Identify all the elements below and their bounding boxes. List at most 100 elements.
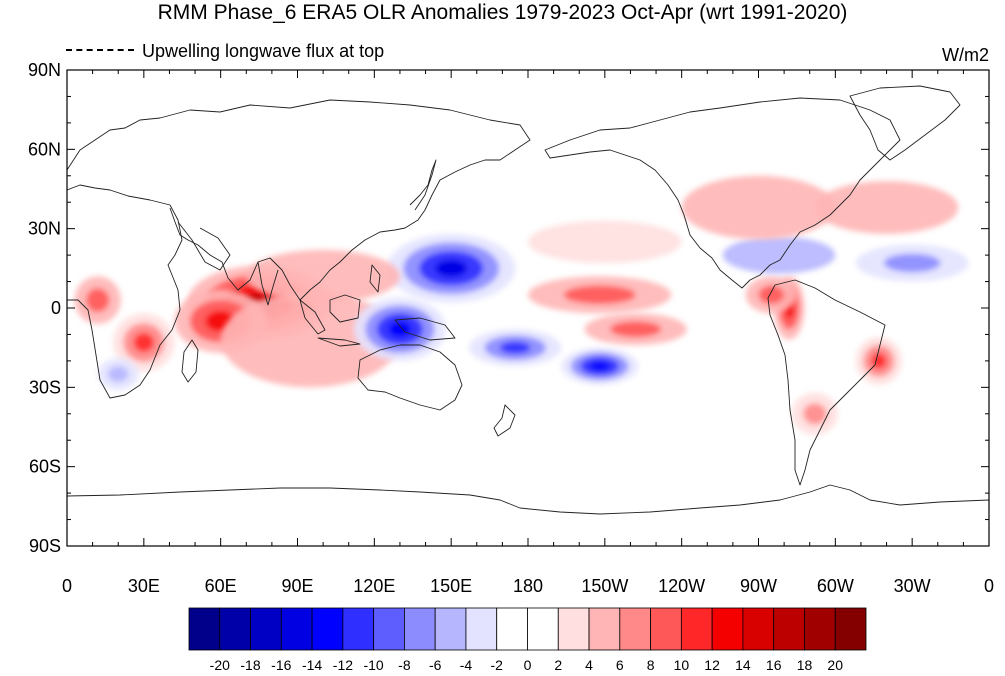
anomaly-region (113, 313, 175, 372)
colorbar-swatch (588, 607, 621, 651)
coastline-south-america (767, 279, 886, 486)
lon-label: 180 (513, 576, 543, 596)
colorbar-label: -8 (398, 657, 411, 673)
coastline-philippines (369, 264, 381, 293)
colorbar-label: 10 (674, 657, 690, 673)
colorbar-label: 12 (704, 657, 720, 673)
colorbar-swatch (188, 607, 221, 651)
coastline-borneo (329, 294, 361, 323)
anomaly-region (584, 313, 687, 346)
colorbar-swatch (742, 607, 775, 651)
colorbar-label: 0 (524, 657, 532, 673)
coastline-eurasia (67, 99, 531, 301)
colorbar-swatch (650, 607, 682, 651)
colorbar-swatch (311, 607, 344, 651)
lat-label: 30S (29, 377, 61, 397)
coastline-india (257, 261, 279, 306)
lat-label: 30N (28, 219, 61, 239)
anomaly-region (855, 244, 969, 282)
colorbar-swatch (250, 607, 282, 651)
lon-label: 120E (353, 576, 395, 596)
anomaly-region (97, 358, 139, 390)
lon-label: 120W (658, 576, 705, 596)
colorbar-swatch (342, 607, 375, 651)
lon-label: 60W (817, 576, 854, 596)
colorbar-label: -14 (302, 657, 322, 673)
coastline-africa (67, 184, 183, 399)
colorbar-swatch (434, 607, 467, 651)
lon-label: 0 (62, 576, 72, 596)
lat-label: 60S (29, 457, 61, 477)
lon-label: 0 (984, 576, 994, 596)
colorbar-label: -4 (460, 657, 473, 673)
anomaly-region (528, 220, 682, 264)
colorbar-swatch (527, 607, 559, 651)
coastline-java (317, 337, 361, 347)
colorbar-swatch (404, 607, 436, 651)
lat-label: 90N (28, 60, 61, 80)
colorbar-label: 4 (585, 657, 593, 673)
plot-title: RMM Phase_6 ERA5 OLR Anomalies 1979-2023… (157, 1, 848, 24)
coastline-madagascar (181, 339, 199, 383)
lon-label: 30E (128, 576, 160, 596)
colorbar-swatch (711, 607, 744, 651)
lon-label: 90W (740, 576, 777, 596)
colorbar-label: -20 (210, 657, 230, 673)
colorbar-swatch (496, 607, 528, 651)
lon-label: 30W (894, 576, 931, 596)
colorbar-swatch (680, 607, 713, 651)
coastline-greenland (849, 85, 961, 161)
lat-label: 60N (28, 139, 61, 159)
coastline-arabia (177, 221, 231, 271)
lon-label: 150E (430, 576, 472, 596)
colorbar-swatch (804, 607, 836, 651)
colorbar-swatch (373, 607, 405, 651)
coastlines (67, 85, 989, 515)
colorbar-label: 2 (554, 657, 562, 673)
colorbar-label: -18 (240, 657, 260, 673)
plot-subtitle: Upwelling longwave flux at top (142, 41, 385, 61)
colorbar-swatch (465, 607, 498, 651)
anomaly-region (387, 233, 516, 303)
anomaly-region (528, 276, 672, 314)
anomaly-region (220, 292, 400, 388)
anomaly-region (722, 236, 836, 274)
coastline-sumatra (299, 299, 326, 335)
coastline-newguinea (394, 317, 456, 341)
colorbar-label: -12 (333, 657, 353, 673)
lat-label: 0 (51, 298, 61, 318)
anomaly-region (745, 276, 797, 314)
colorbar-label: 18 (797, 657, 813, 673)
anomaly-region (561, 347, 639, 385)
colorbar-swatch (834, 607, 867, 651)
anomaly-region (469, 329, 562, 367)
lat-label: 90S (29, 536, 61, 556)
colorbar-label: -6 (429, 657, 442, 673)
anomaly-region (74, 276, 121, 324)
colorbar: -20 -18 -16 -14 -12 -10 -8 -6 -4 -2 0 2 4 6 8 10 12 14 16 1… (188, 607, 867, 673)
coastline-japan (409, 159, 437, 211)
anomaly-region (681, 175, 836, 240)
colorbar-swatch (219, 607, 251, 651)
dashed-legend-line (66, 49, 134, 51)
coastline-north-america (544, 97, 901, 289)
colorbar-label: 14 (735, 657, 751, 673)
colorbar-swatch (773, 607, 805, 651)
anomaly-region (814, 181, 959, 234)
colorbar-swatch (619, 607, 651, 651)
lon-label: 150W (581, 576, 628, 596)
coastline-australia (357, 344, 463, 411)
colorbar-label: 8 (647, 657, 655, 673)
anomaly-region (791, 392, 838, 435)
colorbar-swatch (557, 607, 590, 651)
units-label: W/m2 (942, 45, 989, 65)
colorbar-label: 20 (827, 657, 843, 673)
lon-label: 90E (281, 576, 313, 596)
colorbar-label: 6 (616, 657, 624, 673)
anomaly-field (74, 175, 969, 435)
lon-label: 60E (205, 576, 237, 596)
colorbar-label: -10 (363, 657, 383, 673)
colorbar-label: 16 (766, 657, 782, 673)
anomaly-region (246, 249, 400, 303)
